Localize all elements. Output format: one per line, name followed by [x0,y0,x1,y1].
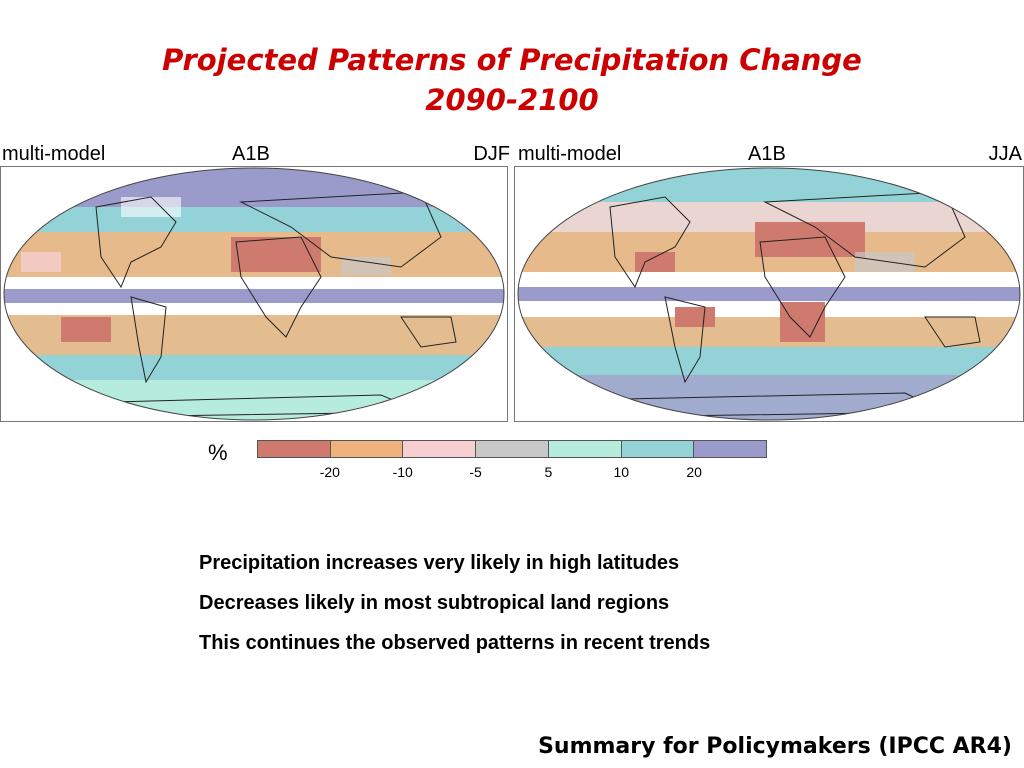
color-legend-bar [257,440,767,458]
map-panel-jja [514,166,1024,422]
bullet-text: Decreases likely in most subtropical lan… [199,592,670,614]
panel-season-label: DJF [473,143,510,165]
legend-tick: -5 [469,464,482,480]
legend-tick: 5 [544,464,553,480]
source-citation: Summary for Policymakers (IPCC AR4) [538,734,1012,759]
panel-scenario-label: A1B [748,143,786,165]
legend-swatch [694,441,767,457]
bullet-text: Precipitation increases very likely in h… [199,552,680,574]
legend-tick: 20 [686,464,702,480]
bullet-text: This continues the observed patterns in … [199,632,711,654]
legend-tick: -10 [392,464,413,480]
panel-model-label: multi-model [2,143,106,165]
legend-swatch [403,441,477,457]
panel-season-label: JJA [988,143,1022,165]
panel-header-djf: multi-model A1B DJF [0,143,510,167]
panel-model-label: multi-model [518,143,622,165]
legend-swatch [476,441,549,457]
panel-header-jja: multi-model A1B JJA [514,143,1024,167]
precipitation-map-djf [3,167,505,421]
legend-swatch [621,441,695,457]
legend-unit-label: % [208,440,228,465]
panel-scenario-label: A1B [232,143,270,165]
slide-subtitle-years: 2090-2100 [425,83,599,117]
legend-swatch [548,441,622,457]
legend-swatch [330,441,404,457]
legend-tick: 10 [613,464,630,480]
slide-title: Projected Patterns of Precipitation Chan… [162,43,862,77]
legend-tick: -20 [319,464,340,480]
precipitation-map-jja [517,167,1021,421]
legend-swatch [258,441,331,457]
map-panel-djf [0,166,508,422]
